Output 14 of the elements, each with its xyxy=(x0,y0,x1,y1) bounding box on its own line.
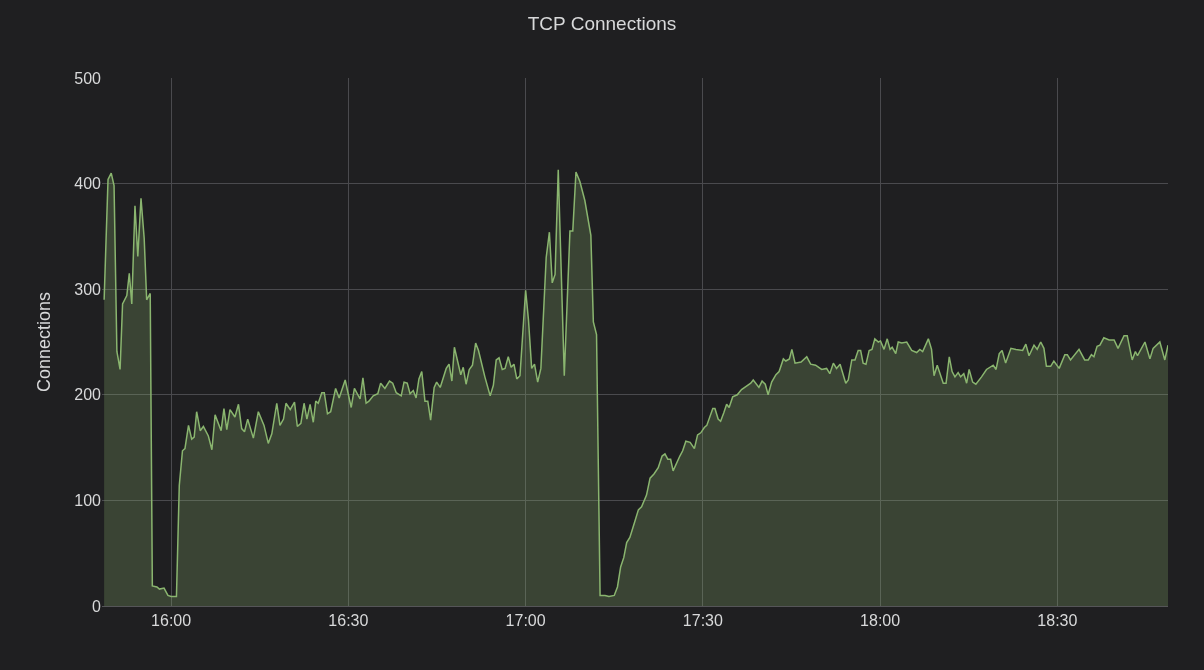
y-tick-label: 400 xyxy=(74,175,102,193)
x-tick-label: 18:30 xyxy=(1037,612,1078,630)
x-tick-label: 17:00 xyxy=(505,612,546,630)
chart-title: TCP Connections xyxy=(527,13,677,35)
y-tick-label: 0 xyxy=(92,597,102,615)
y-axis-title: Connections xyxy=(34,291,55,393)
x-tick-label: 16:00 xyxy=(151,612,192,630)
y-tick-label: 500 xyxy=(74,69,102,87)
x-tick-label: 17:30 xyxy=(682,612,724,630)
y-tick-label: 100 xyxy=(74,492,102,509)
y-tick-label: 300 xyxy=(74,280,102,298)
y-tick-label: 200 xyxy=(74,386,102,404)
x-tick-label: 18:00 xyxy=(860,612,901,630)
x-tick-label: 16:30 xyxy=(328,612,369,630)
